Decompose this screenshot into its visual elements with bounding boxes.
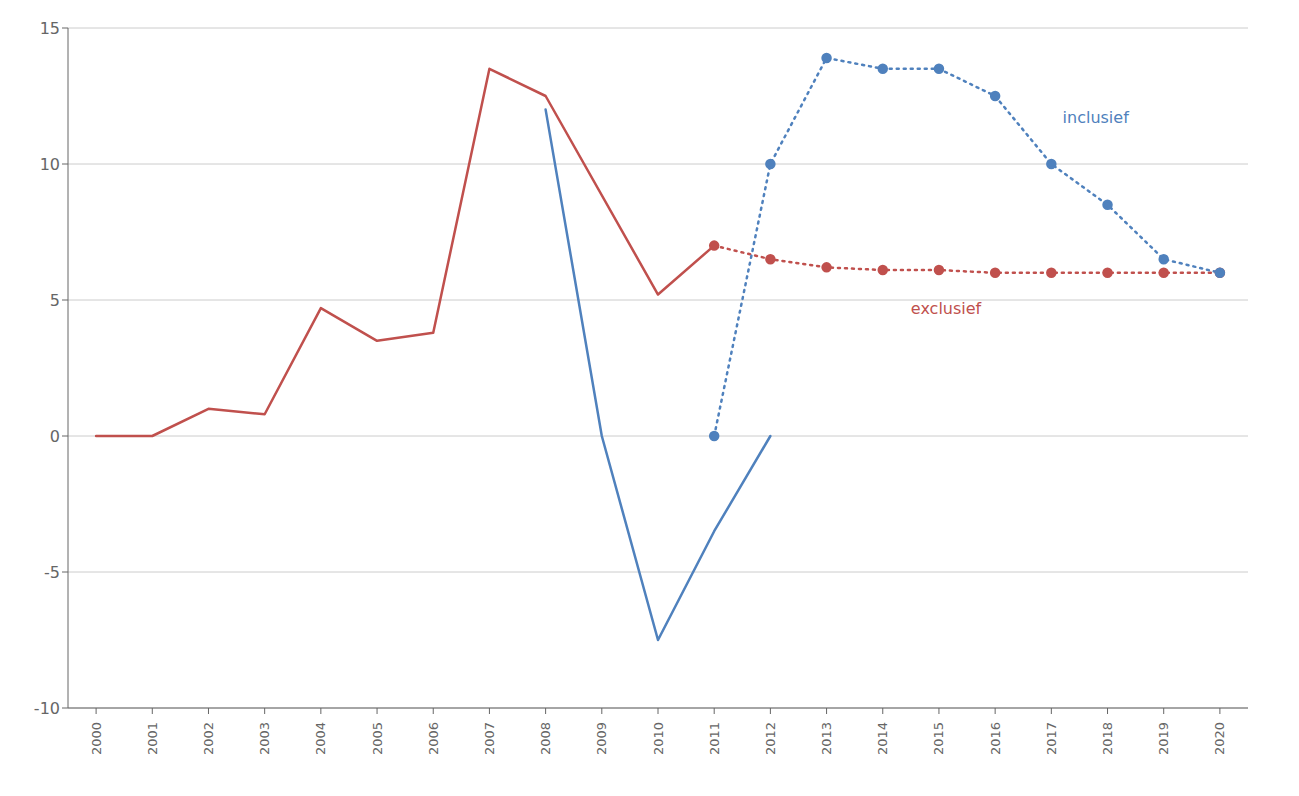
svg-text:2017: 2017 bbox=[1044, 722, 1059, 755]
svg-text:2007: 2007 bbox=[482, 722, 497, 755]
svg-text:2020: 2020 bbox=[1212, 722, 1227, 755]
svg-text:2001: 2001 bbox=[145, 722, 160, 755]
svg-text:-10: -10 bbox=[34, 699, 60, 718]
svg-text:2004: 2004 bbox=[313, 722, 328, 755]
svg-text:10: 10 bbox=[40, 155, 60, 174]
svg-text:-5: -5 bbox=[44, 563, 60, 582]
svg-text:2006: 2006 bbox=[426, 722, 441, 755]
svg-text:2008: 2008 bbox=[538, 722, 553, 755]
svg-text:15: 15 bbox=[40, 19, 60, 38]
svg-text:2018: 2018 bbox=[1100, 722, 1115, 755]
svg-text:0: 0 bbox=[50, 427, 60, 446]
svg-text:exclusief: exclusief bbox=[911, 299, 982, 318]
svg-text:2014: 2014 bbox=[875, 722, 890, 755]
svg-text:2013: 2013 bbox=[819, 722, 834, 755]
svg-text:2019: 2019 bbox=[1156, 722, 1171, 755]
svg-text:2003: 2003 bbox=[257, 722, 272, 755]
svg-text:inclusief: inclusief bbox=[1063, 108, 1130, 127]
svg-text:5: 5 bbox=[50, 291, 60, 310]
svg-text:2015: 2015 bbox=[931, 722, 946, 755]
svg-text:2000: 2000 bbox=[89, 722, 104, 755]
svg-text:2009: 2009 bbox=[594, 722, 609, 755]
svg-text:2005: 2005 bbox=[370, 722, 385, 755]
svg-text:2011: 2011 bbox=[707, 722, 722, 755]
svg-text:2012: 2012 bbox=[763, 722, 778, 755]
svg-text:2016: 2016 bbox=[988, 722, 1003, 755]
svg-text:2010: 2010 bbox=[651, 722, 666, 755]
svg-text:2002: 2002 bbox=[201, 722, 216, 755]
